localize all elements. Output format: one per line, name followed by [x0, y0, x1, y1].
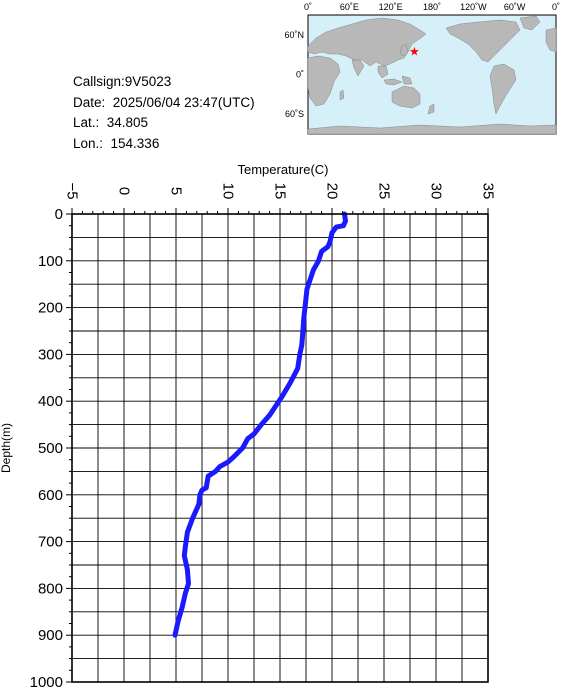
- y-tick-label: 700: [38, 534, 63, 551]
- plot-frame: [71, 213, 489, 683]
- y-axis-label: Depth(m): [0, 423, 13, 473]
- x-tick-label: 0: [116, 187, 133, 195]
- latitude-text: Lat.: 34.805: [73, 115, 149, 130]
- x-tick-label: 35: [480, 183, 497, 200]
- x-tick-label: −5: [64, 182, 81, 199]
- y-tick-label: 400: [38, 393, 63, 410]
- map-lon-label: 120˚E: [379, 2, 403, 12]
- station-marker-icon: ★: [409, 44, 420, 58]
- map-lon-label: 60˚W: [504, 2, 526, 12]
- y-tick-label: 1000: [30, 674, 63, 690]
- y-tick-label: 800: [38, 580, 63, 597]
- map-lat-label: 60˚S: [285, 109, 304, 119]
- y-tick-label: 600: [38, 487, 63, 504]
- map-lon-label: 0˚: [304, 2, 312, 12]
- map-lon-label: 180˚: [423, 2, 441, 12]
- map-latitude-labels: 60˚N 0˚ 60˚S: [284, 30, 311, 119]
- map-lat-label: 0˚: [296, 70, 304, 80]
- y-tick-label: 100: [38, 253, 63, 270]
- y-tick-label: 200: [38, 300, 63, 317]
- y-tick-label: 500: [38, 440, 63, 457]
- date-text: Date: 2025/06/04 23:47(UTC): [73, 94, 255, 110]
- callsign-text: Callsign:9V5023: [73, 74, 172, 89]
- x-tick-label: 5: [168, 187, 185, 195]
- x-tick-label: 20: [324, 183, 341, 200]
- world-map: 0˚ 60˚E 120˚E 180˚ 120˚W 60˚W 0˚ 60˚N 0˚ 60˚S ★: [284, 2, 560, 135]
- x-tick-label: 10: [220, 183, 237, 200]
- chart-series: [172, 211, 348, 638]
- y-tick-label: 900: [38, 627, 63, 644]
- x-tick-label: 30: [428, 183, 445, 200]
- chart-grid: [66, 208, 489, 683]
- x-tick-label: 15: [272, 183, 289, 200]
- x-tick-label: 25: [376, 183, 393, 200]
- map-lon-label: 0˚: [552, 2, 560, 12]
- station-info: Callsign:9V5023 Date: 2025/06/04 23:47(U…: [73, 72, 255, 154]
- y-tick-label: 0: [55, 206, 63, 223]
- x-axis-label: Temperature(C): [237, 162, 328, 177]
- x-tick-labels: −5 0 5 10 15 20 25 30 35: [64, 182, 497, 199]
- map-lat-label: 60˚N: [284, 30, 304, 40]
- y-tick-label: 300: [38, 346, 63, 363]
- map-lon-label: 120˚W: [460, 2, 487, 12]
- y-tick-labels: 0 100 200 300 400 500 600 700 800 900 1000: [30, 206, 63, 690]
- map-land: [307, 15, 557, 135]
- longitude-text: Lon.: 154.336: [73, 135, 160, 151]
- temperature-profile-line: [172, 211, 348, 638]
- map-lon-label: 60˚E: [340, 2, 359, 12]
